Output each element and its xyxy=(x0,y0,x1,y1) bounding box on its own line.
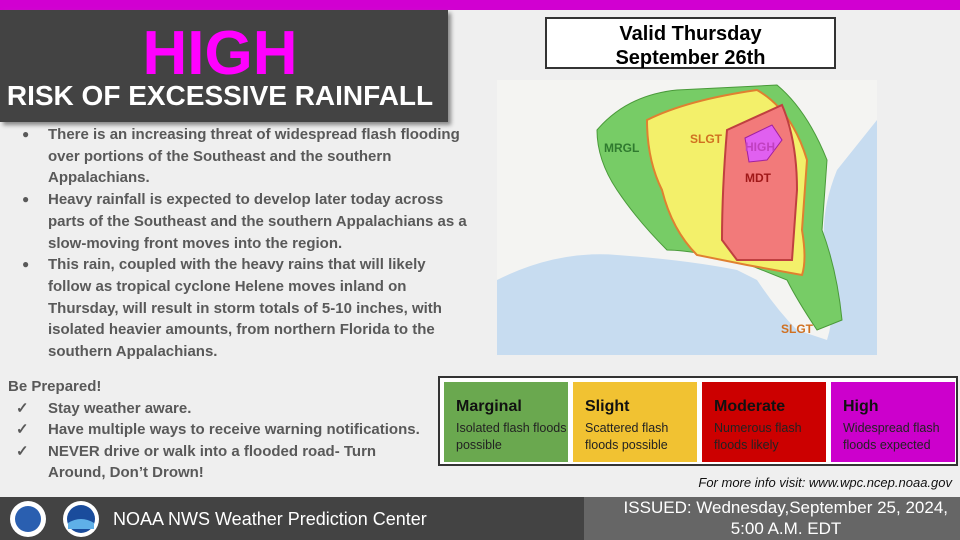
prepare-item: NEVER drive or walk into a flooded road-… xyxy=(0,441,430,484)
logos xyxy=(10,501,99,537)
map-label: SLGT xyxy=(690,132,723,146)
map-label: MRGL xyxy=(604,141,639,155)
bullet: This rain, coupled with the heavy rains … xyxy=(0,254,472,363)
legend-title: Marginal xyxy=(456,398,522,415)
prepare-list: Be Prepared! Stay weather aware. Have mu… xyxy=(0,376,430,484)
prepare-heading: Be Prepared! xyxy=(8,378,102,395)
legend-item: High Widespread flash floods expected xyxy=(831,382,955,462)
issued-line: 5:00 A.M. EDT xyxy=(730,519,842,538)
legend-item: Marginal Isolated flash floods possible xyxy=(444,382,568,462)
issued-line: ISSUED: Wednesday,September 25, 2024, xyxy=(623,498,948,517)
issued-box: ISSUED: Wednesday,September 25, 2024, 5:… xyxy=(584,497,960,540)
legend-title: Moderate xyxy=(714,398,786,415)
map-label: SLGT xyxy=(781,322,814,336)
header-box: HIGH RISK OF EXCESSIVE RAINFALL xyxy=(0,10,448,122)
legend-text: Widespread flash floods expected xyxy=(843,421,940,452)
risk-map: MRGL SLGT MDT HIGH SLGT xyxy=(497,80,877,355)
legend-text: Numerous flash floods likely xyxy=(714,421,802,452)
bullet: There is an increasing threat of widespr… xyxy=(0,124,472,189)
prepare-item: Stay weather aware. xyxy=(0,398,430,420)
footer: NOAA NWS Weather Prediction Center ISSUE… xyxy=(0,497,960,540)
map-label: HIGH xyxy=(745,140,775,154)
legend: Marginal Isolated flash floods possible S… xyxy=(438,376,958,466)
legend-title: High xyxy=(843,398,879,415)
top-bar xyxy=(0,0,960,10)
legend-text: Scattered flash floods possible xyxy=(585,421,669,452)
valid-line: September 26th xyxy=(615,47,766,69)
bullet-list: There is an increasing threat of widespr… xyxy=(0,124,472,363)
header-title: HIGH xyxy=(142,19,298,88)
map-label: MDT xyxy=(745,171,772,185)
prepare-item: Have multiple ways to receive warning no… xyxy=(0,419,430,441)
valid-box: Valid Thursday September 26th xyxy=(545,17,836,69)
legend-item: Slight Scattered flash floods possible xyxy=(573,382,697,462)
valid-line: Valid Thursday xyxy=(619,23,762,45)
legend-item: Moderate Numerous flash floods likely xyxy=(702,382,826,462)
header-subtitle: RISK OF EXCESSIVE RAINFALL xyxy=(6,80,434,111)
more-info: For more info visit: www.wpc.ncep.noaa.g… xyxy=(698,475,952,490)
legend-text: Isolated flash floods possible xyxy=(456,421,567,452)
bullet: Heavy rainfall is expected to develop la… xyxy=(0,189,472,254)
legend-title: Slight xyxy=(585,398,630,415)
footer-title: NOAA NWS Weather Prediction Center xyxy=(113,509,427,529)
